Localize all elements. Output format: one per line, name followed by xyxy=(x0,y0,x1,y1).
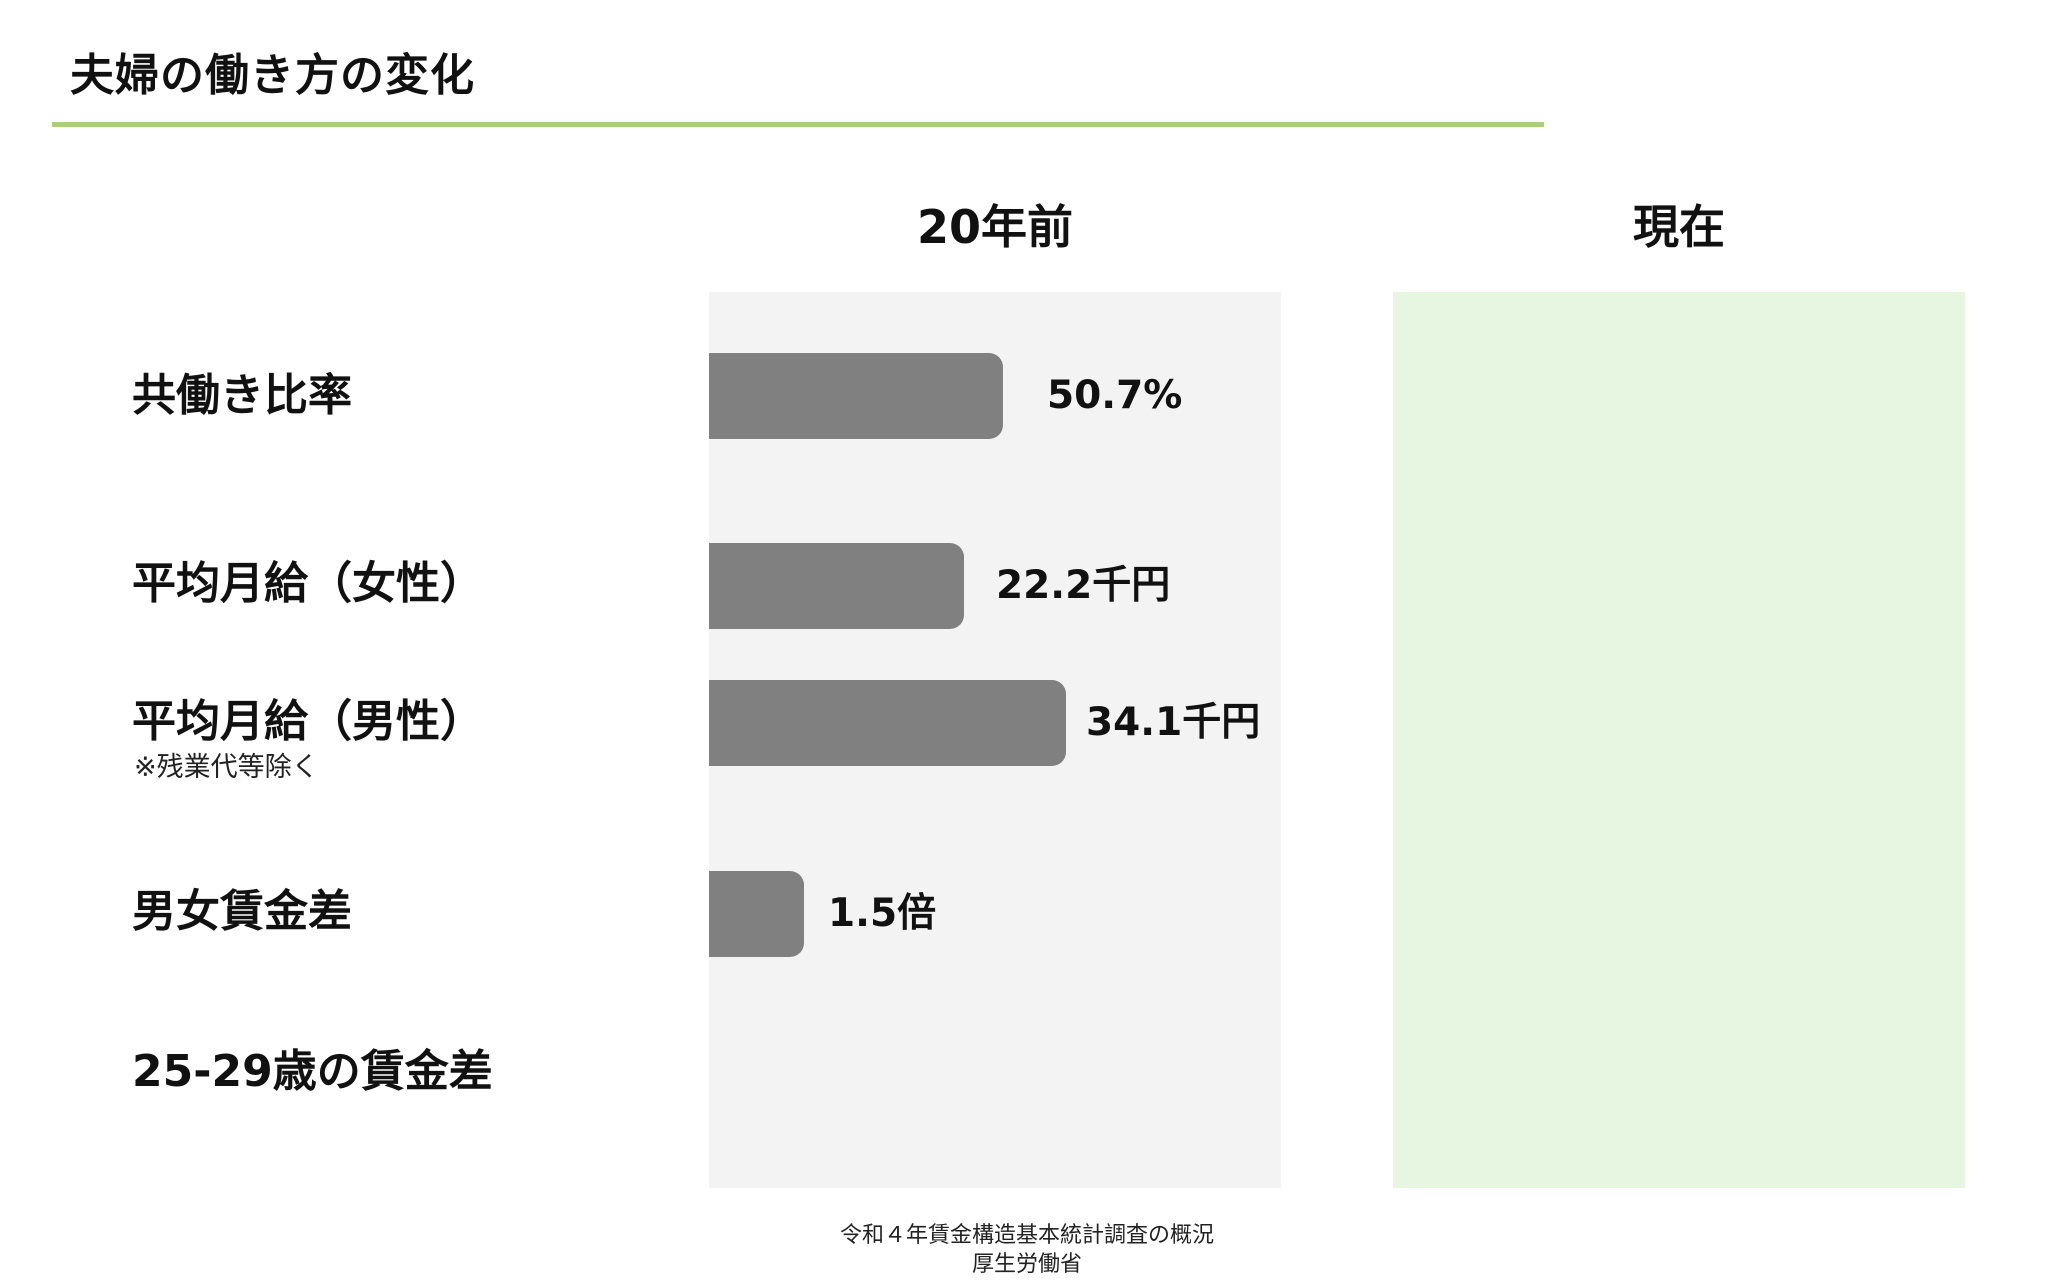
row-label-dual-income-ratio: 共働き比率 xyxy=(132,370,352,421)
value-label-male-avg-salary: 34.1千円 xyxy=(1086,700,1261,745)
page-title: 夫婦の働き方の変化 xyxy=(70,50,475,101)
bar-dual-income-ratio xyxy=(709,353,1003,439)
value-label-gender-wage-gap: 1.5倍 xyxy=(828,891,937,936)
row-label-female-avg-salary: 平均月給（女性） xyxy=(132,558,484,609)
bar-male-avg-salary xyxy=(709,680,1066,766)
value-label-dual-income-ratio: 50.7% xyxy=(1047,373,1183,418)
column-header-current: 現在 xyxy=(1633,200,1725,254)
value-label-female-avg-salary: 22.2千円 xyxy=(996,563,1171,608)
row-label-male-avg-salary: 平均月給（男性） xyxy=(132,696,484,747)
row-label-gender-wage-gap: 男女賃金差 xyxy=(132,886,352,937)
title-underline xyxy=(52,122,1544,127)
bar-female-avg-salary xyxy=(709,543,964,629)
column-header-past: 20年前 xyxy=(916,200,1073,254)
row-note-male-avg-salary: ※残業代等除く xyxy=(134,752,319,783)
source-line-1: 令和４年賃金構造基本統計調査の概況 xyxy=(839,1223,1214,1248)
bar-gender-wage-gap xyxy=(709,871,804,957)
row-label-wage-gap-25-29: 25-29歳の賃金差 xyxy=(132,1046,493,1097)
current-panel xyxy=(1393,292,1965,1188)
source-line-2: 厚生労働省 xyxy=(971,1252,1082,1277)
